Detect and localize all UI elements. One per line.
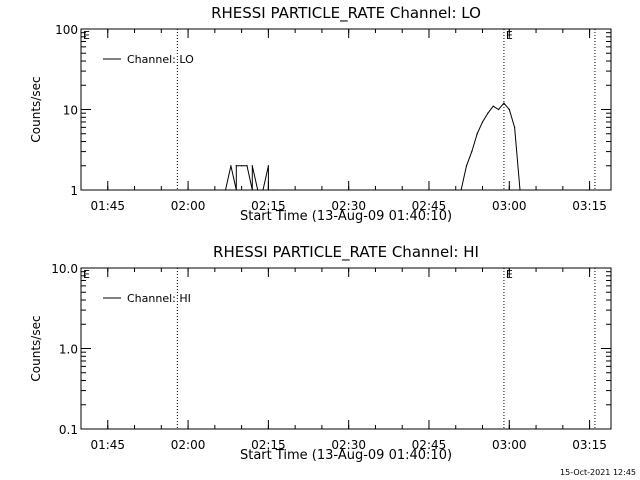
- data-point: [235, 189, 237, 191]
- data-point: [508, 108, 510, 111]
- chart-title: RHESSI PARTICLE_RATE Channel: HI: [213, 243, 479, 262]
- x-tick-label: 02:30: [331, 438, 366, 452]
- y-tick-label: 10: [63, 104, 78, 118]
- data-point: [267, 165, 269, 167]
- x-tick-label: 02:45: [412, 199, 447, 213]
- x-tick-label: 02:15: [251, 199, 286, 213]
- data-point: [273, 189, 275, 191]
- x-tick-label: 02:15: [251, 438, 286, 452]
- event-marker-label: E: [506, 29, 513, 42]
- data-point: [251, 165, 253, 167]
- chart-panel-1: RHESSI PARTICLE_RATE Channel: LO Counts/s…: [29, 4, 612, 224]
- data-point: [514, 126, 516, 128]
- data-point: [262, 189, 264, 191]
- x-tick-label: 03:00: [492, 438, 527, 452]
- corner-label: E: [83, 268, 90, 281]
- x-tick-label: 02:00: [171, 438, 206, 452]
- x-tick-label: 02:00: [171, 199, 206, 213]
- data-point: [487, 112, 489, 114]
- x-tick-label: 03:15: [572, 199, 607, 213]
- event-marker-label: E: [506, 268, 513, 281]
- data-point: [519, 189, 521, 191]
- data-point: [267, 189, 269, 191]
- data-point: [224, 189, 227, 191]
- corner-label: E: [83, 29, 90, 42]
- chart-panel-2: RHESSI PARTICLE_RATE Channel: HI Counts/s…: [29, 243, 612, 463]
- x-tick-label: 02:30: [331, 199, 366, 213]
- data-point: [497, 108, 500, 111]
- data-point: [230, 165, 232, 167]
- data-point: [481, 121, 484, 123]
- y-axis-label: Counts/sec: [29, 76, 43, 142]
- y-tick-label: 100: [55, 23, 78, 37]
- chart-title: RHESSI PARTICLE_RATE Channel: LO: [211, 4, 481, 23]
- data-point: [257, 189, 259, 191]
- x-tick-label: 03:00: [492, 199, 527, 213]
- legend-label: Channel: LO: [127, 53, 194, 66]
- data-point: [471, 150, 473, 153]
- data-point: [246, 165, 248, 167]
- x-tick-label: 01:45: [90, 438, 125, 452]
- data-point: [492, 105, 494, 107]
- y-tick-label: 1: [70, 184, 78, 198]
- x-tick-label: 01:45: [90, 199, 125, 213]
- data-point: [241, 165, 243, 167]
- data-point: [476, 133, 478, 135]
- series-line: [225, 102, 521, 191]
- y-tick-label: 0.1: [59, 423, 78, 437]
- data-point: [251, 189, 253, 191]
- data-point: [460, 189, 462, 191]
- x-axis-label: Start Time (13-Aug-09 01:40:10): [240, 209, 452, 224]
- y-tick-label: 10.0: [51, 262, 78, 276]
- y-axis-label: Counts/sec: [29, 315, 43, 381]
- x-tick-label: 03:15: [572, 438, 607, 452]
- data-point: [235, 165, 237, 167]
- data-point: [503, 102, 505, 104]
- x-tick-label: 02:45: [412, 438, 447, 452]
- data-point: [465, 165, 468, 167]
- legend-label: Channel: HI: [127, 292, 191, 305]
- x-axis-label: Start Time (13-Aug-09 01:40:10): [240, 448, 452, 463]
- timestamp-label: 15-Oct-2021 12:45: [560, 468, 636, 477]
- y-tick-label: 1.0: [59, 343, 78, 357]
